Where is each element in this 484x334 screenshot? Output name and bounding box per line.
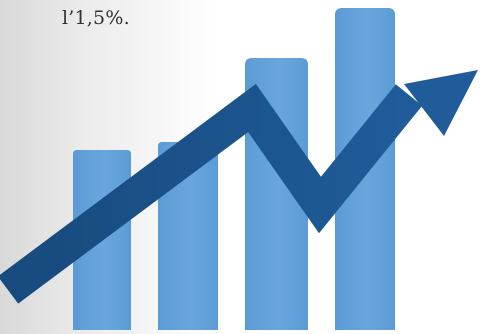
bar-2 [158,142,218,330]
trend-arrow-shaft [0,83,423,304]
trend-arrow-head [404,70,478,136]
caption-text: l’1,5%. [62,7,130,29]
